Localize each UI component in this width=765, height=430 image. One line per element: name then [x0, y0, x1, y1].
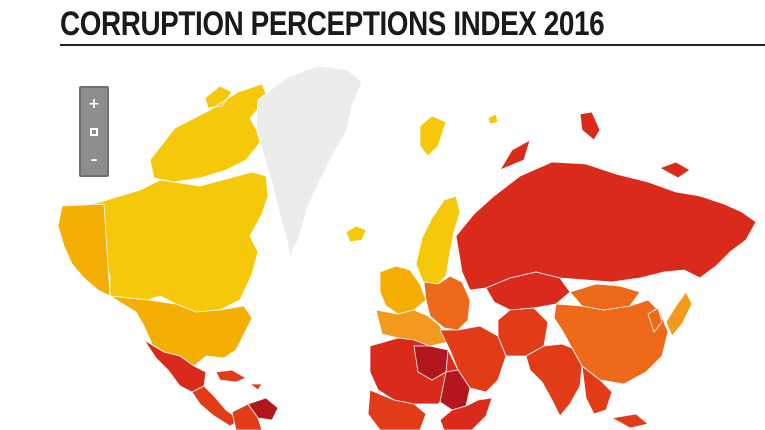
- country-middle-east[interactable]: [439, 325, 507, 393]
- country-japan[interactable]: [665, 291, 693, 337]
- country-svalbard[interactable]: [419, 113, 499, 157]
- country-greenland[interactable]: [255, 65, 363, 257]
- world-map[interactable]: [0, 48, 765, 430]
- country-iceland[interactable]: [345, 225, 367, 243]
- country-russian-arctic-islands[interactable]: [499, 111, 691, 179]
- page-title: CORRUPTION PERCEPTIONS INDEX 2016: [60, 5, 605, 43]
- country-korea[interactable]: [647, 307, 663, 333]
- minus-icon: –: [90, 151, 98, 168]
- zoom-out-button[interactable]: –: [81, 145, 107, 174]
- country-west-africa[interactable]: [367, 389, 427, 430]
- country-alaska-usa[interactable]: [57, 203, 111, 297]
- country-scandinavia[interactable]: [415, 195, 461, 291]
- country-southeast-asia[interactable]: [581, 365, 649, 429]
- country-mongolia[interactable]: [569, 283, 641, 311]
- country-russia[interactable]: [455, 161, 757, 291]
- country-canadian-arctic[interactable]: [149, 83, 269, 183]
- plus-icon: +: [88, 95, 100, 112]
- country-usa[interactable]: [109, 295, 253, 367]
- zoom-control-panel: + –: [79, 86, 109, 177]
- country-eastern-europe[interactable]: [423, 275, 471, 331]
- country-east-africa[interactable]: [439, 397, 493, 430]
- country-western-europe[interactable]: [379, 265, 427, 315]
- country-central-america[interactable]: [191, 385, 241, 427]
- country-caribbean[interactable]: [215, 369, 263, 391]
- country-south-asia[interactable]: [525, 343, 583, 417]
- title-divider: [60, 44, 765, 46]
- zoom-reset-button[interactable]: [81, 117, 107, 146]
- country-central-asia[interactable]: [485, 271, 571, 311]
- reset-icon: [90, 127, 98, 136]
- country-canada[interactable]: [61, 171, 269, 313]
- country-colombia[interactable]: [231, 403, 263, 430]
- zoom-in-button[interactable]: +: [81, 89, 107, 118]
